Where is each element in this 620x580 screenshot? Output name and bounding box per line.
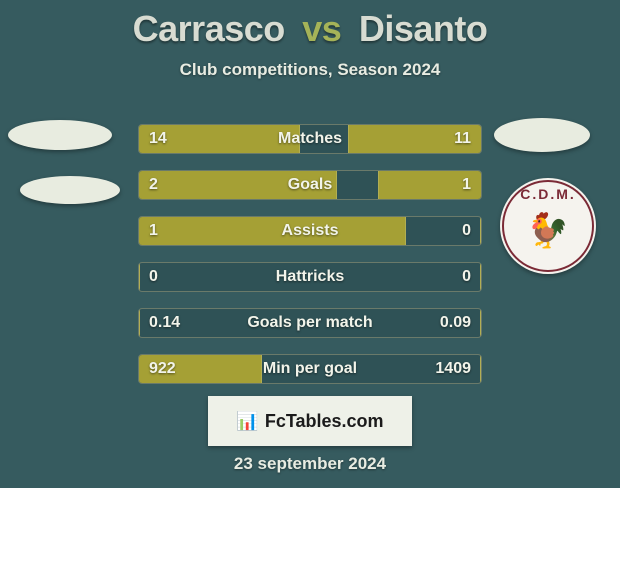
bar-fill-right <box>480 355 481 383</box>
value-right: 11 <box>454 130 471 148</box>
logo-text: FcTables.com <box>265 411 384 432</box>
stat-row-matches: 14 11 Matches <box>138 124 482 154</box>
stat-label: Goals per match <box>247 314 372 332</box>
bar-fill-left <box>139 217 406 245</box>
stat-row-hattricks: 0 0 Hattricks <box>138 262 482 292</box>
value-right: 0.09 <box>440 314 471 332</box>
value-right: 0 <box>462 222 471 240</box>
bar-fill-left <box>139 263 140 291</box>
stat-label: Goals <box>288 176 332 194</box>
subtitle: Club competitions, Season 2024 <box>0 60 620 80</box>
comparison-bars: 14 11 Matches 2 1 Goals 1 0 Assists 0 0 Hattricks 0.… <box>138 124 482 400</box>
stat-row-assists: 1 0 Assists <box>138 216 482 246</box>
page-title: Carrasco vs Disanto <box>0 0 620 50</box>
bar-fill-left <box>139 309 140 337</box>
chart-icon: 📊 <box>236 412 258 430</box>
value-left: 0 <box>149 268 158 286</box>
player1-badge-placeholder-2 <box>20 176 120 204</box>
player2-name: Disanto <box>359 8 488 49</box>
stat-label: Min per goal <box>263 360 357 378</box>
value-left: 0.14 <box>149 314 180 332</box>
bar-fill-right <box>480 309 481 337</box>
bar-fill-right <box>480 217 481 245</box>
value-right: 1 <box>462 176 471 194</box>
vs-label: vs <box>302 8 341 49</box>
stat-label: Assists <box>282 222 339 240</box>
stat-label: Matches <box>278 130 342 148</box>
value-left: 1 <box>149 222 158 240</box>
stat-row-goals-per-match: 0.14 0.09 Goals per match <box>138 308 482 338</box>
player2-badge-placeholder <box>494 118 590 152</box>
crest-initials: C.D.M. <box>500 186 596 202</box>
value-right: 1409 <box>435 360 471 378</box>
club-crest: C.D.M. 🐓 <box>500 178 596 274</box>
stat-label: Hattricks <box>276 268 344 286</box>
player1-badge-placeholder-1 <box>8 120 112 150</box>
stat-row-min-per-goal: 922 1409 Min per goal <box>138 354 482 384</box>
player1-name: Carrasco <box>133 8 285 49</box>
comparison-canvas: Carrasco vs Disanto Club competitions, S… <box>0 0 620 488</box>
bar-fill-right <box>480 263 481 291</box>
stat-row-goals: 2 1 Goals <box>138 170 482 200</box>
value-left: 14 <box>149 130 167 148</box>
value-left: 2 <box>149 176 158 194</box>
value-right: 0 <box>462 268 471 286</box>
fctables-logo: 📊 FcTables.com <box>208 396 412 446</box>
value-left: 922 <box>149 360 176 378</box>
date-label: 23 september 2024 <box>234 454 386 474</box>
